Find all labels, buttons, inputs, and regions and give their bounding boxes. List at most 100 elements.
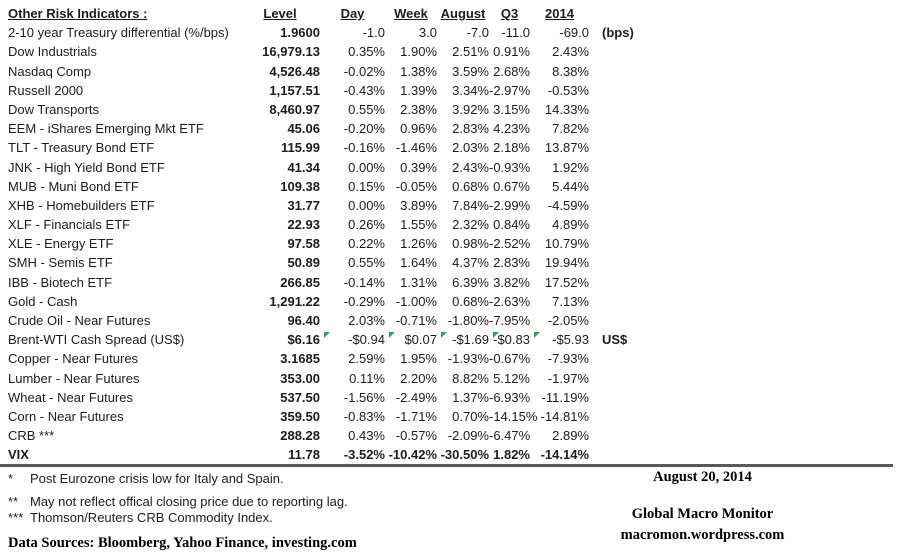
cell-suffix — [589, 292, 681, 311]
cell-day: 2.59% — [348, 351, 385, 367]
cell-august: 0.70% — [452, 408, 489, 424]
cell-suffix — [589, 273, 681, 292]
cell-day: -0.16% — [343, 140, 385, 156]
cell-2014: -14.81% — [540, 408, 589, 424]
cell-2014: -$5.93 — [530, 330, 589, 349]
table-row: Nasdaq Comp 4,526.48 -0.02% 1.38% 3.59% 2.68%… — [8, 62, 681, 81]
cell-label: Gold - Cash — [8, 293, 78, 309]
cell-label: VIX — [8, 447, 29, 463]
cell-suffix — [589, 369, 681, 388]
cell-august: 3.34% — [452, 82, 489, 98]
comment-flag-icon — [493, 332, 499, 339]
cell-week: 0.39% — [400, 159, 437, 175]
cell-week: -1.00% — [395, 293, 437, 309]
cell-q3: -2.97% — [489, 82, 531, 98]
cell-suffix — [589, 138, 681, 157]
cell-q3: 3.15% — [493, 101, 530, 117]
cell-q3: 1.82% — [493, 447, 530, 463]
cell-2014: -7.93% — [547, 351, 589, 367]
cell-label: Dow Transports — [8, 101, 100, 117]
cell-2014: 4.89% — [552, 217, 589, 233]
cell-label: JNK - High Yield Bond ETF — [8, 159, 165, 175]
table-row: Crude Oil - Near Futures 96.40 2.03% -0.71%… — [8, 311, 681, 330]
cell-week: -10.42% — [388, 447, 437, 463]
cell-august: 2.43% — [452, 159, 489, 175]
cell-suffix — [589, 215, 681, 234]
cell-q3: 0.84% — [493, 217, 530, 233]
footnote: * Post Eurozone crisis low for Italy and… — [8, 471, 357, 487]
cell-suffix — [589, 42, 681, 61]
table-row: XLE - Energy ETF 97.58 0.22% 1.26% 0.98% -2.5… — [8, 234, 681, 253]
cell-august: 0.68% — [452, 178, 489, 194]
footnote: ** May not reflect offical closing price… — [8, 494, 357, 510]
column-header-week: Week — [394, 6, 428, 21]
table-row: SMH - Semis ETF 50.89 0.55% 1.64% 4.37% 2.83%… — [8, 253, 681, 272]
brand-name: Global Macro Monitor — [631, 506, 774, 522]
cell-suffix — [589, 81, 681, 100]
table-row: Dow Industrials 16,979.13 0.35% 1.90% 2.51% 0… — [8, 42, 681, 61]
column-header-spacer — [589, 4, 681, 23]
table-row: JNK - High Yield Bond ETF 41.34 0.00% 0.39%… — [8, 158, 681, 177]
cell-august: 2.32% — [452, 217, 489, 233]
cell-label: EEM - iShares Emerging Mkt ETF — [8, 121, 204, 137]
table-row: Dow Transports 8,460.97 0.55% 2.38% 3.92% 3.1… — [8, 100, 681, 119]
column-header-q3: Q3 — [500, 6, 519, 21]
cell-suffix — [589, 119, 681, 138]
cell-suffix — [589, 311, 681, 330]
comment-flag-icon — [441, 332, 447, 339]
cell-august: 2.03% — [452, 140, 489, 156]
cell-suffix — [589, 407, 681, 426]
footnote-text: May not reflect offical closing price du… — [30, 494, 348, 509]
cell-day: -0.43% — [343, 82, 385, 98]
cell-week: -0.57% — [395, 428, 437, 444]
table-row: XLF - Financials ETF 22.93 0.26% 1.55% 2.32%… — [8, 215, 681, 234]
cell-level: 4,526.48 — [269, 63, 320, 79]
cell-august: 3.92% — [452, 101, 489, 117]
cell-label: TLT - Treasury Bond ETF — [8, 140, 155, 156]
cell-week: -1.71% — [395, 408, 437, 424]
table-row: Copper - Near Futures 3.1685 2.59% 1.95% -1.… — [8, 349, 681, 368]
cell-q3: 5.12% — [493, 370, 530, 386]
comment-flag-icon — [534, 332, 540, 339]
comment-flag-icon — [324, 332, 330, 339]
cell-day: -1.56% — [343, 389, 385, 405]
cell-q3: -6.93% — [489, 389, 531, 405]
cell-week: 1.95% — [400, 351, 437, 367]
cell-suffix — [589, 100, 681, 119]
cell-2014: 1.92% — [552, 159, 589, 175]
cell-day: -$0.94 — [320, 330, 385, 349]
cell-q3: -2.99% — [489, 197, 531, 213]
cell-suffix — [589, 445, 681, 464]
cell-suffix — [589, 196, 681, 215]
cell-week: -0.05% — [395, 178, 437, 194]
table-row: IBB - Biotech ETF 266.85 -0.14% 1.31% 6.39% 3… — [8, 273, 681, 292]
cell-day: -3.52% — [343, 447, 385, 463]
cell-2014: 5.44% — [552, 178, 589, 194]
cell-week: $0.07 — [385, 330, 437, 349]
cell-q3: 4.23% — [493, 121, 530, 137]
cell-august: 2.51% — [452, 44, 489, 60]
cell-label: Crude Oil - Near Futures — [8, 313, 151, 328]
cell-q3: 2.68% — [493, 63, 530, 79]
cell-level: 97.58 — [287, 236, 320, 252]
cell-week: -1.46% — [395, 140, 437, 156]
cell-2014: 10.79% — [544, 236, 589, 252]
cell-week: 1.26% — [400, 236, 437, 252]
cell-week: 1.38% — [400, 63, 437, 79]
footnotes-block: * Post Eurozone crisis low for Italy and… — [8, 471, 357, 552]
divider-line — [0, 464, 893, 467]
cell-day: 0.00% — [348, 159, 385, 175]
column-header-august: August — [440, 6, 486, 21]
cell-label: Corn - Near Futures — [8, 408, 124, 424]
branding-block: August 20, 2014 Global Macro Monitor mac… — [595, 469, 810, 544]
table-row: Gold - Cash 1,291.22 -0.29% -1.00% 0.68% -2.6… — [8, 292, 681, 311]
cell-q3: -0.67% — [489, 351, 531, 367]
cell-suffix: (bps) — [602, 25, 634, 41]
report-date: August 20, 2014 — [653, 469, 752, 485]
risk-indicators-table: Other Risk Indicators : Level Day Week A… — [8, 4, 681, 465]
footnote-mark: *** — [8, 510, 24, 525]
cell-2014: 7.13% — [552, 293, 589, 309]
cell-label: Copper - Near Futures — [8, 351, 139, 367]
cell-week: 3.0 — [418, 25, 437, 41]
cell-2014: 2.89% — [552, 428, 589, 444]
